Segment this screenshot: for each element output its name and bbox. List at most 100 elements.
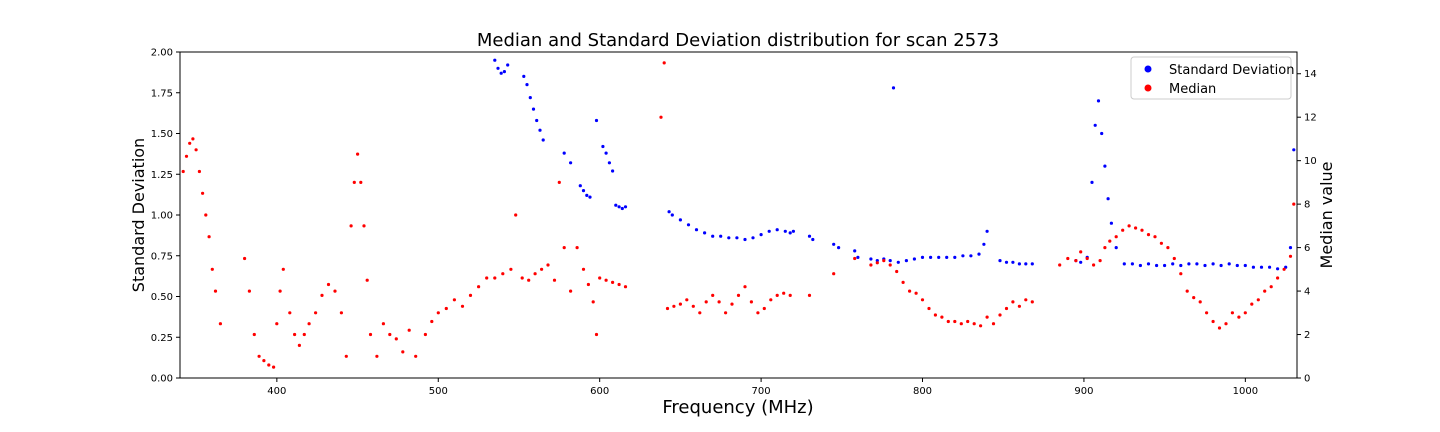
point-standard-deviation: [937, 255, 941, 259]
point-standard-deviation: [1243, 263, 1247, 268]
legend-marker-standard-deviation: [1144, 65, 1152, 73]
point-median: [1269, 285, 1273, 289]
point-standard-deviation: [1251, 265, 1255, 269]
point-standard-deviation: [617, 205, 621, 209]
point-standard-deviation: [531, 107, 536, 111]
point-median: [617, 282, 621, 287]
point-median: [339, 311, 343, 315]
point-median: [1030, 300, 1034, 304]
y-tick-label: 1.75: [151, 88, 173, 99]
point-median: [1092, 263, 1096, 267]
point-median: [307, 322, 311, 326]
point-median: [749, 300, 754, 304]
point-median: [672, 304, 676, 308]
point-median: [711, 293, 715, 297]
point-median: [769, 298, 773, 302]
point-standard-deviation: [1187, 262, 1191, 266]
point-median: [477, 285, 481, 289]
point-standard-deviation: [791, 229, 796, 233]
point-median: [1017, 304, 1022, 308]
point-standard-deviation: [775, 228, 779, 232]
point-standard-deviation: [896, 260, 900, 264]
point-median: [1256, 298, 1260, 302]
point-standard-deviation: [578, 184, 582, 188]
point-standard-deviation: [875, 259, 879, 263]
point-median: [611, 280, 615, 284]
plot-frame: [179, 51, 1298, 379]
point-standard-deviation: [811, 237, 815, 242]
point-standard-deviation: [1103, 164, 1107, 168]
point-standard-deviation: [614, 203, 618, 207]
point-median: [197, 169, 201, 174]
point-median: [1192, 296, 1196, 300]
point-standard-deviation: [1122, 262, 1126, 266]
point-median: [493, 276, 497, 280]
point-median: [1230, 311, 1234, 315]
point-standard-deviation: [594, 118, 599, 123]
point-standard-deviation: [719, 234, 723, 238]
point-standard-deviation: [783, 229, 787, 233]
point-standard-deviation: [977, 252, 981, 256]
point-standard-deviation: [891, 86, 896, 90]
point-median: [423, 332, 427, 337]
point-median: [501, 272, 505, 276]
point-median: [724, 311, 728, 315]
point-median: [908, 289, 912, 293]
point-median: [1153, 235, 1157, 239]
point-standard-deviation: [888, 259, 892, 263]
y2-axis-label: Median value: [1317, 162, 1336, 269]
point-standard-deviation: [1268, 265, 1272, 269]
point-standard-deviation: [541, 138, 545, 142]
point-median: [1250, 302, 1254, 306]
point-standard-deviation: [502, 70, 506, 74]
point-standard-deviation: [1203, 263, 1207, 268]
legend-marker-median: [1144, 84, 1152, 92]
point-median: [204, 213, 208, 217]
point-median: [452, 298, 456, 302]
point-median: [888, 263, 892, 267]
point-median: [272, 365, 276, 369]
point-median: [927, 306, 931, 311]
point-median: [1114, 235, 1118, 239]
point-median: [436, 311, 440, 315]
point-standard-deviation: [832, 242, 836, 246]
point-median: [1237, 315, 1241, 319]
point-standard-deviation: [788, 231, 792, 235]
point-median: [262, 359, 266, 363]
point-standard-deviation: [1276, 267, 1280, 271]
point-standard-deviation: [1259, 265, 1264, 269]
point-standard-deviation: [920, 255, 925, 259]
point-median: [252, 332, 256, 337]
point-median: [933, 313, 938, 317]
point-standard-deviation: [767, 229, 771, 233]
point-median: [1004, 306, 1009, 311]
point-median: [581, 267, 586, 271]
legend-label-standard-deviation: Standard Deviation: [1169, 63, 1294, 78]
point-median: [665, 306, 670, 311]
point-median: [1074, 259, 1078, 263]
point-median: [1217, 326, 1222, 330]
point-standard-deviation: [912, 257, 917, 261]
y2-tick-label: 0: [1304, 374, 1310, 385]
point-median: [985, 315, 989, 319]
point-standard-deviation: [929, 255, 933, 259]
point-median: [293, 332, 297, 337]
point-median: [869, 263, 873, 267]
point-median: [920, 298, 925, 302]
y2-tick-label: 8: [1304, 200, 1310, 211]
point-median: [953, 319, 957, 324]
x-tick-label: 700: [752, 386, 771, 397]
point-standard-deviation: [743, 237, 747, 242]
point-median: [1211, 319, 1215, 324]
point-standard-deviation: [1235, 263, 1239, 268]
point-median: [288, 311, 292, 315]
point-median: [257, 354, 261, 358]
point-median: [1146, 233, 1151, 237]
point-median: [552, 278, 557, 282]
point-median: [388, 332, 392, 337]
point-median: [540, 267, 544, 271]
point-standard-deviation: [1100, 131, 1104, 136]
point-standard-deviation: [1211, 262, 1215, 266]
y2-tick-label: 14: [1304, 69, 1317, 80]
point-median: [326, 282, 331, 287]
